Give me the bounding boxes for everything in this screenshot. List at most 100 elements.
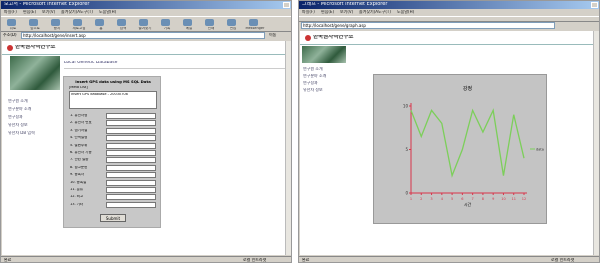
field-label: 9. 등록자 (70, 173, 104, 177)
site-name: 한국원자력연구소 (15, 45, 75, 52)
page-content: 한국원자력연구소연구원 소개연구분야 소개연구성과유전자 정보강정0510123… (300, 31, 593, 255)
text-input (106, 172, 156, 178)
field-label: 11. 분류 (70, 188, 104, 192)
header-rule (300, 44, 593, 45)
toolbar-label: Messenger (245, 27, 265, 31)
toolbar-label: 앞으로 (25, 27, 45, 31)
y-tick-label: 0 (405, 191, 408, 196)
x-tick-label: 9 (492, 197, 494, 201)
nav-link: 연구성과 (303, 81, 347, 86)
form-panel: Insert GPS data using MS SQL Data[Meta L… (63, 76, 161, 228)
textarea-label: [Meta List] (69, 86, 119, 90)
scrollbar (593, 31, 600, 255)
toolbar-label: 즐겨찾기 (135, 27, 155, 31)
menu-item: 파일(F) (4, 10, 23, 15)
toolbar-icon (7, 19, 16, 26)
y-tick-label: 5 (405, 147, 408, 152)
banner-image (302, 46, 346, 63)
text-input (106, 135, 156, 141)
close-button (591, 2, 598, 8)
x-tick-label: 2 (420, 197, 422, 201)
site-name: 한국원자력연구소 (313, 35, 373, 42)
nav-link: 연구성과 (8, 115, 62, 120)
toolbar-label: 홈 (91, 27, 111, 31)
menu-item: 편집(E) (321, 10, 340, 15)
text-input (106, 150, 156, 156)
text-input (106, 180, 156, 186)
x-axis-label: 시간 (464, 201, 472, 207)
nav-link: 연구분야 소개 (303, 74, 347, 79)
menu-item: 보기(V) (42, 10, 61, 15)
scrollbar (285, 41, 292, 255)
text-input (106, 120, 156, 126)
text-input (106, 202, 156, 208)
field-label: 7. 관련 질환 (70, 158, 104, 162)
submit-button[interactable]: Submit (100, 214, 126, 222)
nav-link: 유전자 정보 (8, 123, 62, 128)
x-tick-label: 10 (501, 197, 505, 201)
x-tick-label: 5 (451, 197, 453, 201)
go-button: 이동 (269, 33, 287, 38)
status-zone: 로컬 인트라넷 (551, 258, 597, 263)
window-title: 그래프 - Microsoft Internet Explorer (302, 2, 462, 8)
x-tick-label: 7 (472, 197, 474, 201)
menu-item: 도구(T) (80, 10, 99, 15)
toolbar-label: 새로고침 (69, 27, 89, 31)
screen: { "left_window": { "title": "보고서 - Micro… (0, 0, 600, 263)
text-input (106, 113, 156, 119)
field-label: 13. 기타 (70, 203, 104, 207)
menu-item: 도구(T) (378, 10, 397, 15)
field-label: 8. 참고문헌 (70, 166, 104, 170)
toolbar-label: 편집 (223, 27, 243, 31)
x-tick-label: 11 (511, 197, 515, 201)
nav-link: 유전자 정보 (303, 88, 347, 93)
x-tick-label: 6 (461, 197, 463, 201)
textarea: Insert GPS database - 20030708 (69, 91, 157, 109)
status-text: 완료 (302, 258, 342, 263)
menu-item: 즐겨찾기(A) (359, 10, 378, 15)
toolbar-icon (29, 19, 38, 26)
site-logo-icon (305, 35, 311, 41)
toolbar-label: 중지 (47, 27, 67, 31)
form-title: Insert GPS data using MS SQL Data (68, 80, 158, 85)
menu-item: 편집(E) (23, 10, 42, 15)
field-label: 3. 염기서열 (70, 129, 104, 133)
text-input (106, 157, 156, 163)
field-label: 12. 비고 (70, 195, 104, 199)
page-heading: Local Genetic Database (64, 61, 164, 67)
toolbar-label: 기록 (157, 27, 177, 31)
address-bar: http://localhost/gene/insert.asp (21, 32, 265, 39)
x-tick-label: 12 (522, 197, 526, 201)
toolbar-icon (117, 19, 126, 26)
nav-link: 유전자 DB 입력 (8, 131, 62, 136)
x-tick-label: 4 (441, 197, 444, 201)
field-label: 4. 단백질명 (70, 136, 104, 140)
textarea-text: Insert GPS database - 20030708 (71, 93, 155, 97)
toolbar-label: 인쇄 (201, 27, 221, 31)
field-label: 10. 등록일 (70, 181, 104, 185)
y-tick-label: 10 (403, 104, 409, 109)
field-label: 6. 유전자 기능 (70, 151, 104, 155)
status-zone: 로컬 인트라넷 (243, 258, 289, 263)
toolbar-label: 메일 (179, 27, 199, 31)
banner-image (10, 56, 60, 90)
x-tick-label: 1 (410, 197, 412, 201)
field-label: 2. 유전자 번호 (70, 121, 104, 125)
menu-item: 도움말(H) (99, 10, 118, 15)
address-label: 주소(D) (3, 33, 21, 38)
toolbar-label: 검색 (113, 27, 133, 31)
x-tick-label: 8 (482, 197, 484, 201)
toolbar-icon (139, 19, 148, 26)
data-line (411, 110, 524, 175)
nav-link: 연구원 소개 (303, 67, 347, 72)
address-bar: http://localhost/gene/graph.asp (301, 22, 555, 29)
window-title: 보고서 - Microsoft Internet Explorer (4, 2, 164, 8)
x-tick-label: 3 (430, 197, 432, 201)
legend-label: data (536, 148, 544, 152)
nav-link: 연구분야 소개 (8, 107, 62, 112)
